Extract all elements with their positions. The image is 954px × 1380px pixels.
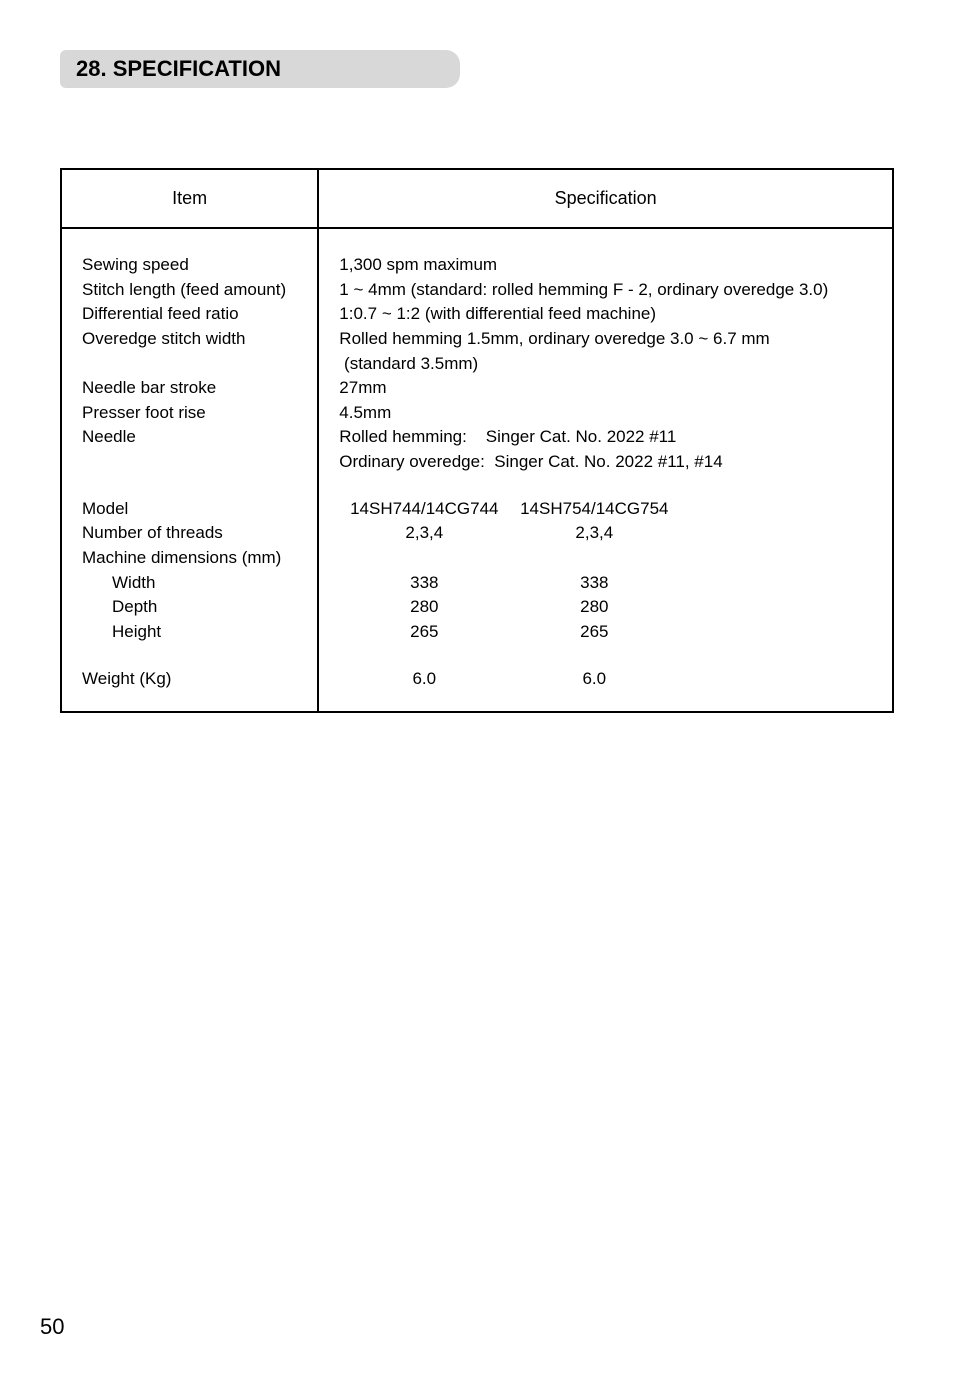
spec-threads-b: 2,3,4	[509, 521, 679, 546]
page: 28. SPECIFICATION Item Specification Sew…	[0, 0, 954, 1380]
spec-model-row: 14SH744/14CG744 14SH754/14CG754	[339, 497, 874, 522]
item-num-threads: Number of threads	[82, 521, 299, 546]
item-stitch-length: Stitch length (feed amount)	[82, 278, 299, 303]
item-sewing-speed: Sewing speed	[82, 253, 299, 278]
item-presser-foot-rise: Presser foot rise	[82, 401, 299, 426]
spec-height-b: 265	[509, 620, 679, 645]
item-height: Height	[82, 620, 299, 645]
spec-table: Item Specification Sewing speed Stitch l…	[60, 168, 894, 713]
item-diff-feed-ratio: Differential feed ratio	[82, 302, 299, 327]
spec-depth-b: 280	[509, 595, 679, 620]
spec-overedge-l2: (standard 3.5mm)	[339, 352, 874, 377]
spec-column: 1,300 spm maximum 1 ~ 4mm (standard: rol…	[319, 229, 892, 711]
spec-weight-a: 6.0	[339, 667, 509, 692]
item-weight: Weight (Kg)	[82, 667, 299, 692]
spec-height-row: 265 265	[339, 620, 874, 645]
spec-weight-row: 6.0 6.0	[339, 667, 874, 692]
item-needle-bar-stroke: Needle bar stroke	[82, 376, 299, 401]
spec-width-row: 338 338	[339, 571, 874, 596]
spec-sewing-speed: 1,300 spm maximum	[339, 253, 874, 278]
spec-blank-dims	[339, 546, 874, 571]
item-blank-1	[82, 352, 299, 377]
table-body: Sewing speed Stitch length (feed amount)…	[62, 229, 892, 711]
spec-model-b: 14SH754/14CG754	[509, 497, 679, 522]
spec-depth-row: 280 280	[339, 595, 874, 620]
spec-diff-feed-ratio: 1:0.7 ~ 1:2 (with differential feed mach…	[339, 302, 874, 327]
item-machine-dimensions: Machine dimensions (mm)	[82, 546, 299, 571]
page-number: 50	[40, 1314, 64, 1340]
item-depth: Depth	[82, 595, 299, 620]
header-spec: Specification	[319, 170, 892, 227]
item-column: Sewing speed Stitch length (feed amount)…	[62, 229, 319, 711]
table-header-row: Item Specification	[62, 170, 892, 229]
item-model: Model	[82, 497, 299, 522]
spec-threads-row: 2,3,4 2,3,4	[339, 521, 874, 546]
spec-needle-l1: Rolled hemming: Singer Cat. No. 2022 #11	[339, 425, 874, 450]
spec-presser-foot-rise: 4.5mm	[339, 401, 874, 426]
spec-height-a: 265	[339, 620, 509, 645]
spec-model-a: 14SH744/14CG744	[339, 497, 509, 522]
spec-stitch-length: 1 ~ 4mm (standard: rolled hemming F - 2,…	[339, 278, 874, 303]
spec-overedge-l1: Rolled hemming 1.5mm, ordinary overedge …	[339, 327, 874, 352]
spec-width-a: 338	[339, 571, 509, 596]
spec-depth-a: 280	[339, 595, 509, 620]
item-overedge-stitch-width: Overedge stitch width	[82, 327, 299, 352]
item-width: Width	[82, 571, 299, 596]
spec-needle-bar-stroke: 27mm	[339, 376, 874, 401]
section-title: 28. SPECIFICATION	[60, 50, 460, 88]
item-needle: Needle	[82, 425, 299, 450]
spec-width-b: 338	[509, 571, 679, 596]
item-blank-2	[82, 450, 299, 475]
spec-threads-a: 2,3,4	[339, 521, 509, 546]
spec-overedge-l2-text: (standard 3.5mm)	[344, 354, 478, 373]
header-item: Item	[62, 170, 319, 227]
spec-weight-b: 6.0	[509, 667, 679, 692]
spec-needle-l2: Ordinary overedge: Singer Cat. No. 2022 …	[339, 450, 874, 475]
